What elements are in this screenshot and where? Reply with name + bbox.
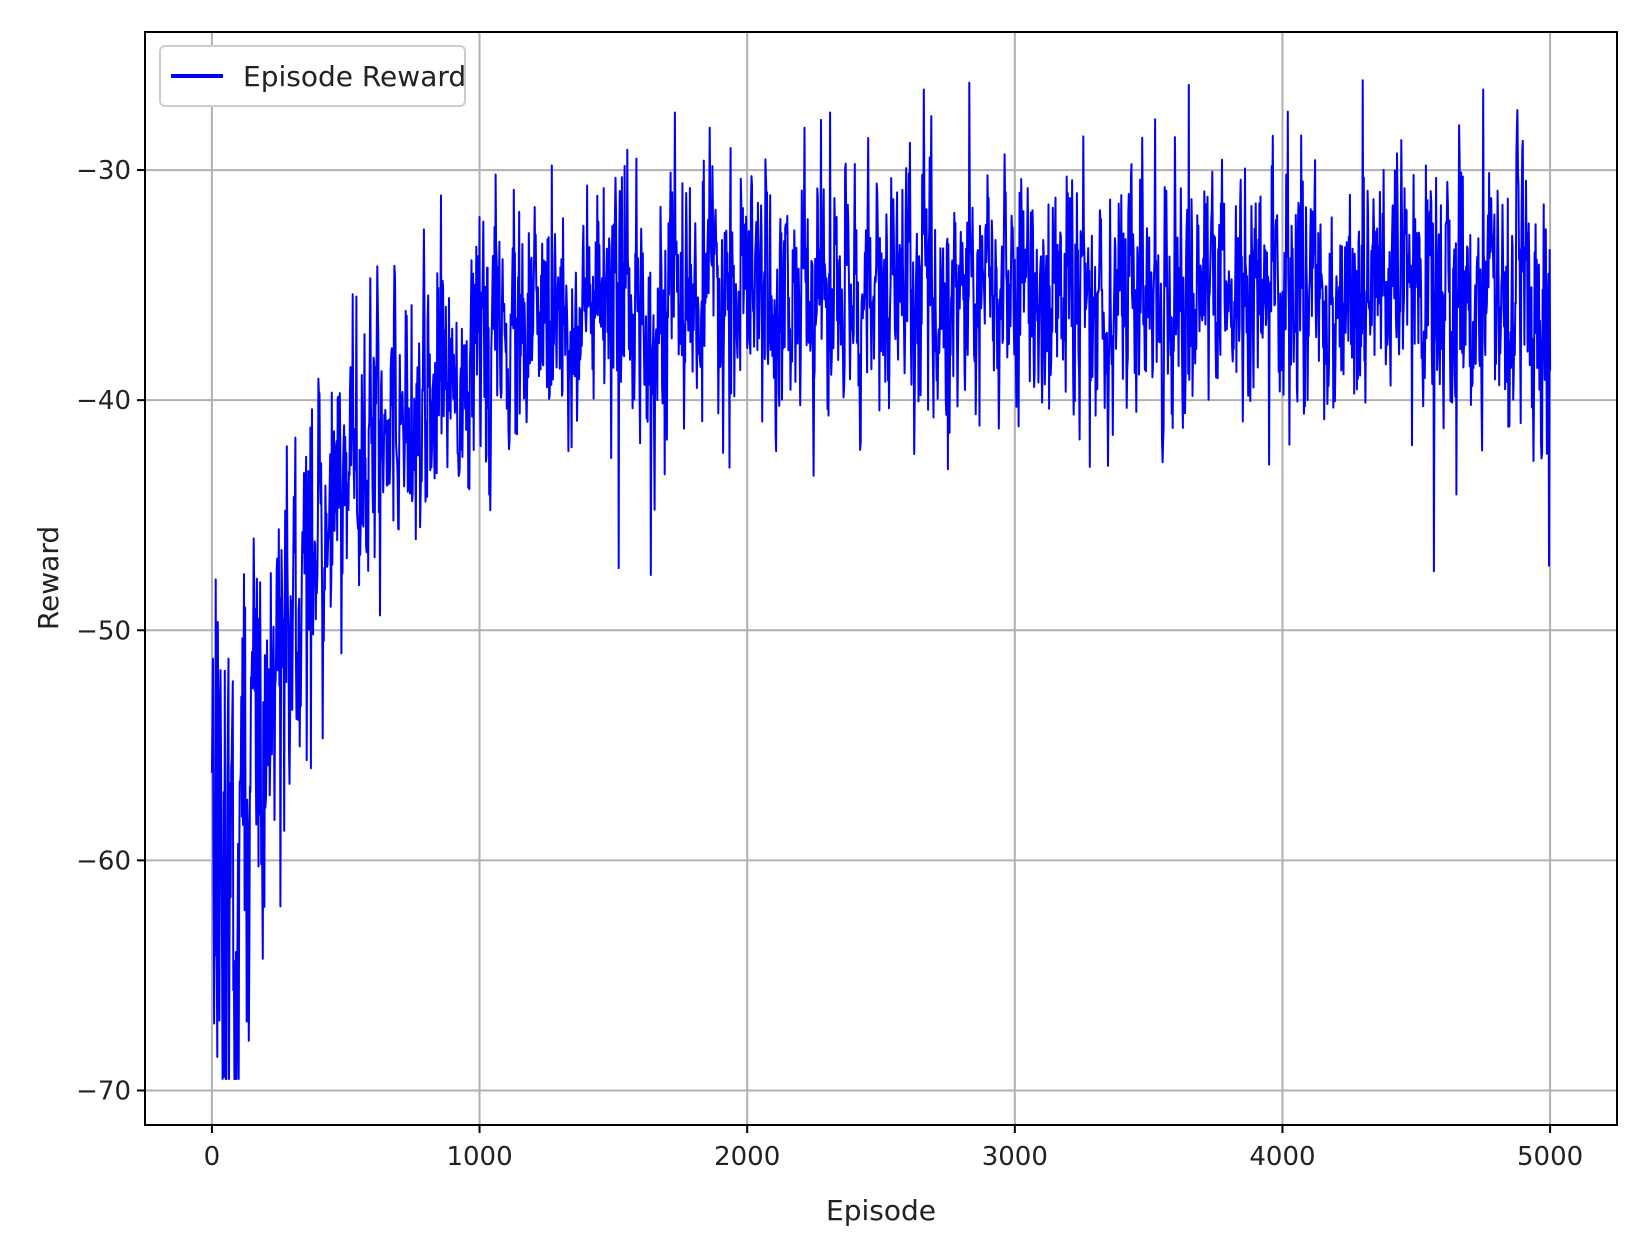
legend: Episode Reward: [159, 45, 466, 107]
x-tick-label: 2000: [714, 1142, 780, 1172]
series-layer: [210, 79, 1552, 1080]
series-line-episode-reward: [210, 79, 1552, 1080]
x-tick-label: 1000: [446, 1142, 512, 1172]
x-tick-label: 4000: [1249, 1142, 1315, 1172]
y-tick-label: −30: [76, 156, 131, 186]
x-tick-label: 5000: [1517, 1142, 1583, 1172]
ticks: 0 1000 2000 3000 4000 5000 −70 −60 −50 −40 −30: [76, 156, 1583, 1172]
x-tick-label: 3000: [982, 1142, 1048, 1172]
x-tick-label: 0: [204, 1142, 221, 1172]
y-tick-label: −50: [76, 616, 131, 646]
y-tick-label: −40: [76, 386, 131, 416]
legend-label: Episode Reward: [243, 60, 466, 93]
y-axis-label: Reward: [32, 526, 65, 630]
grid: [145, 32, 1617, 1125]
y-tick-label: −60: [76, 846, 131, 876]
plot-frame: [144, 31, 1618, 1126]
x-axis-label: Episode: [826, 1194, 936, 1227]
y-tick-label: −70: [76, 1076, 131, 1106]
legend-box: [159, 45, 466, 107]
